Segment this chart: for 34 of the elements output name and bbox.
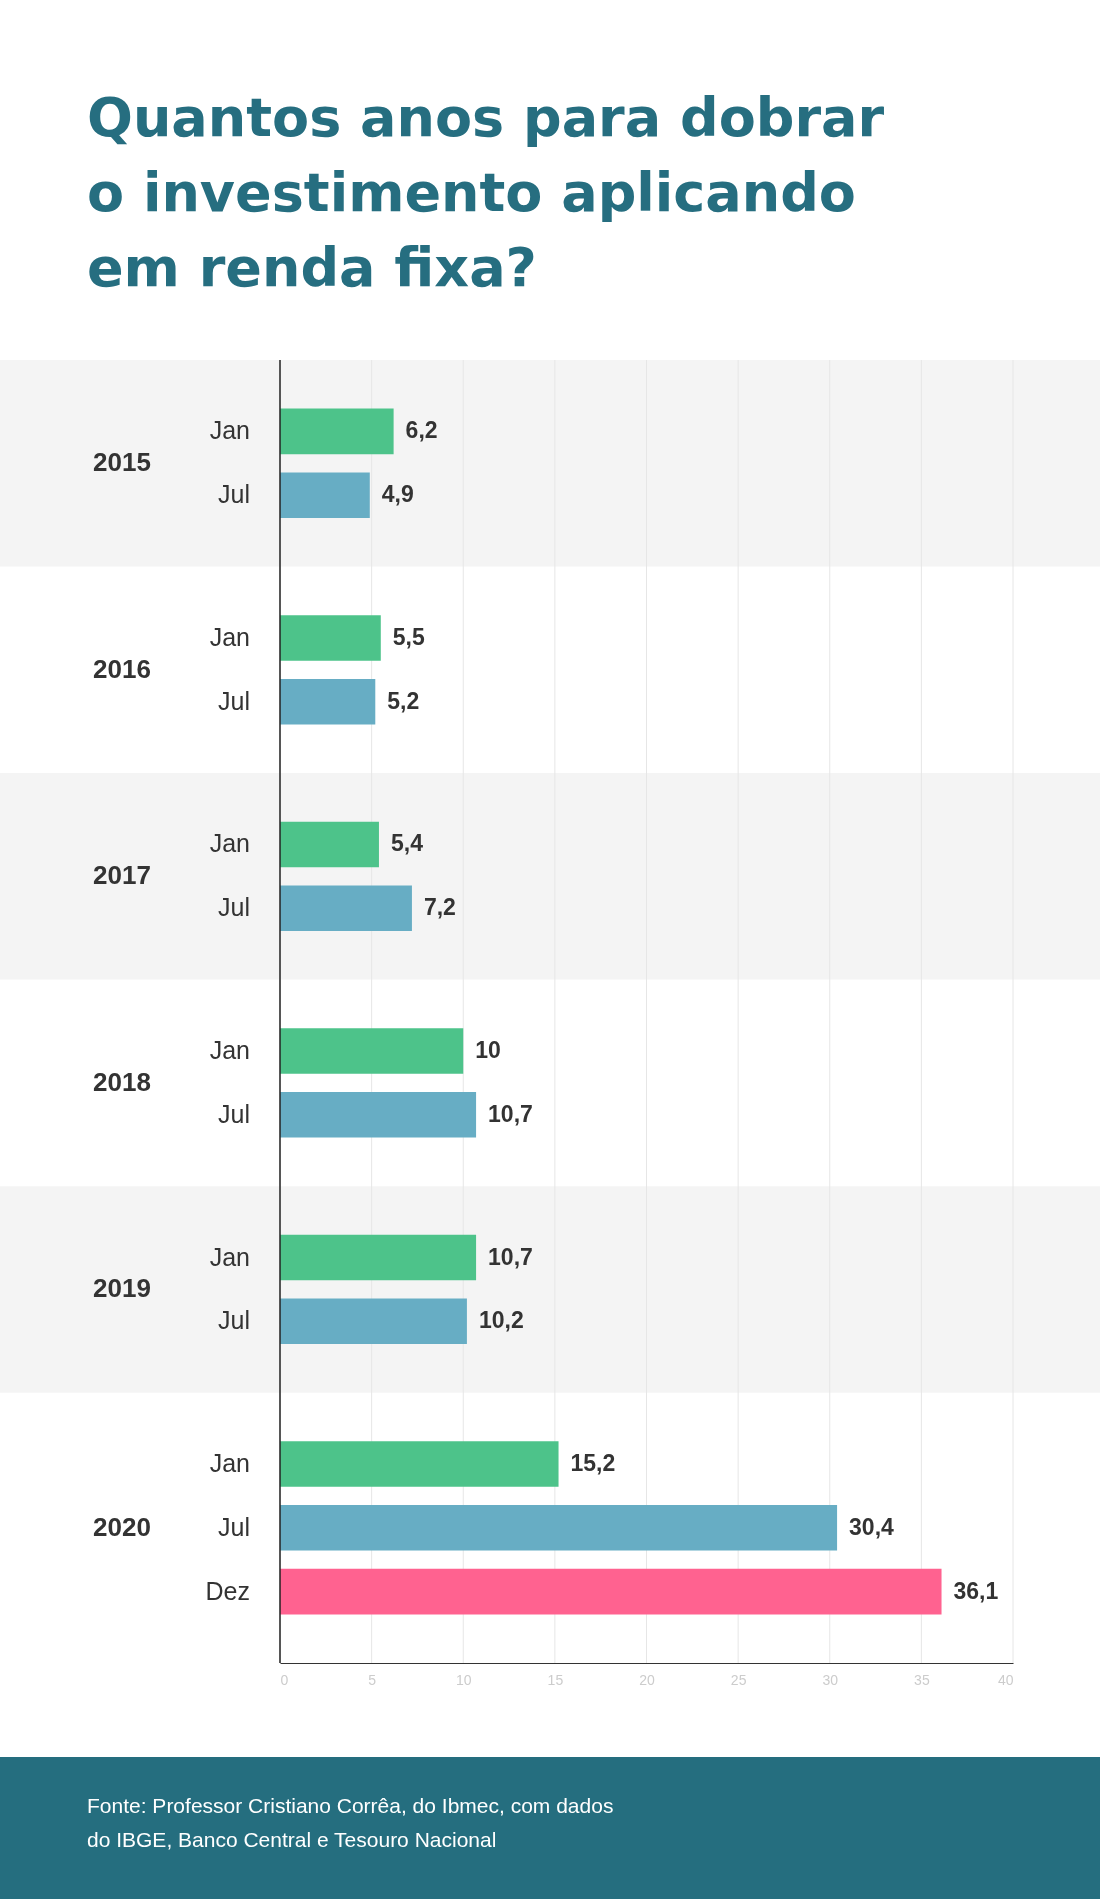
y-tick-label: 2017 — [93, 860, 151, 891]
data-label: 10,7 — [488, 1100, 533, 1127]
data-label: 4,9 — [381, 481, 414, 508]
text: Jul — [218, 893, 250, 922]
text: Jul — [218, 686, 250, 715]
text: Jan — [209, 1449, 250, 1478]
data-label: 30,4 — [849, 1513, 895, 1540]
text: Jul — [218, 1512, 250, 1541]
source-note: Fonte: Professor Cristiano Corrêa, do Ibmec, com dados do IBGE, Banco Central e Tesouro Nacional — [87, 1794, 614, 1851]
y-tick-label: 2019 — [93, 1273, 151, 1304]
y-tick-label: 2020 — [93, 1511, 151, 1542]
data-label: 10,7 — [488, 1243, 533, 1270]
data-label: 6,2 — [405, 417, 438, 444]
data-label: 10,2 — [478, 1307, 524, 1334]
y-tick-label: 2015 — [93, 447, 151, 478]
text: Jan — [209, 1242, 250, 1271]
y-tick-label: 2018 — [93, 1066, 151, 1097]
y-tick-label: 2016 — [93, 653, 151, 684]
data-label: 15,2 — [570, 1450, 616, 1477]
series-label: Jul — [218, 480, 250, 509]
series-label: Dez — [205, 1576, 250, 1605]
data-label: 36,1 — [953, 1577, 999, 1604]
chart-title: Quantos anos para dobrar o investimento aplicando em renda fixa? — [87, 86, 885, 300]
text: Jul — [218, 1306, 250, 1335]
data-label: 7,2 — [423, 894, 456, 921]
text: Jan — [209, 1035, 250, 1064]
series-label: Jan — [209, 416, 250, 445]
text: Jan — [209, 622, 250, 651]
data-label: 5,4 — [390, 830, 424, 857]
text: Jul — [218, 1099, 250, 1128]
text: Jan — [209, 829, 250, 858]
data-label: 5,2 — [387, 687, 420, 714]
data-label: 10 — [475, 1036, 501, 1063]
data-label: 5,5 — [392, 623, 425, 650]
